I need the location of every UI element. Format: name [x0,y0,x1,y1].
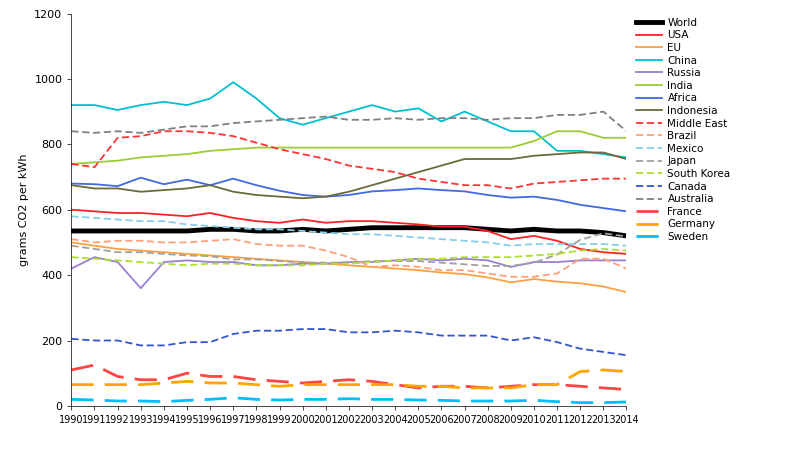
Y-axis label: grams CO2 per kWh: grams CO2 per kWh [19,153,29,266]
Legend: World, USA, EU, China, Russia, India, Africa, Indonesia, Middle East, Brazil, Me: World, USA, EU, China, Russia, India, Af… [632,14,735,246]
